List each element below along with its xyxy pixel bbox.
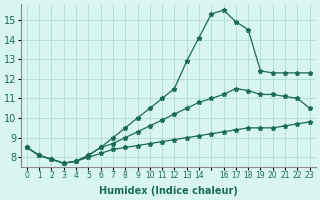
X-axis label: Humidex (Indice chaleur): Humidex (Indice chaleur) [99, 186, 238, 196]
